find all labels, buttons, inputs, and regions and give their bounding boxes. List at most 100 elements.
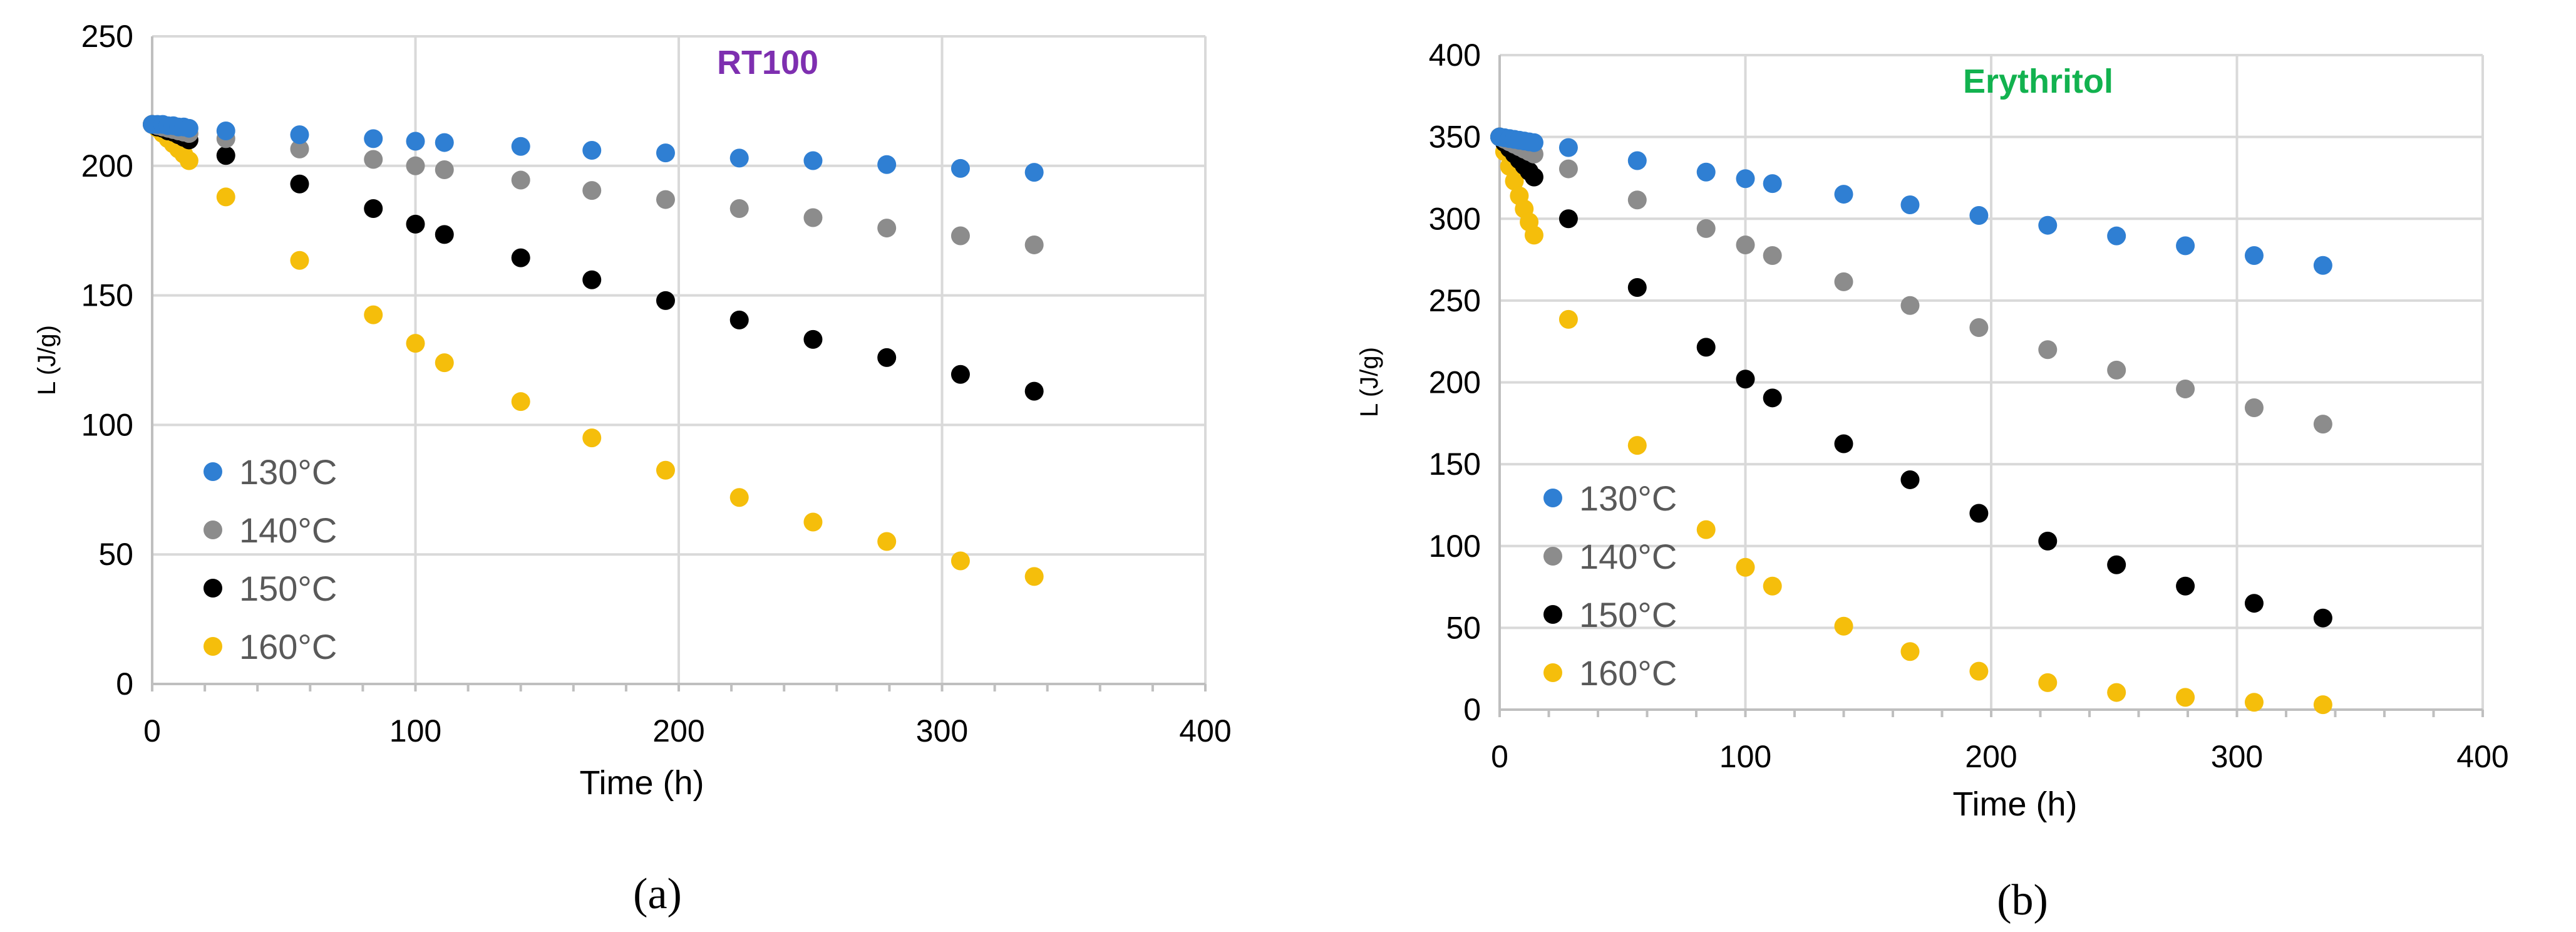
legend-marker [1543, 663, 1562, 682]
y-tick-label: 200 [81, 148, 133, 184]
x-tick-label: 400 [1179, 713, 1231, 748]
data-point [179, 151, 198, 170]
data-point [803, 512, 823, 532]
data-point [1736, 557, 1755, 577]
legend-label: 130°C [239, 452, 337, 492]
data-point [2176, 379, 2195, 398]
legend-label: 160°C [1579, 653, 1677, 693]
data-point [1524, 133, 1543, 152]
legend-marker [204, 520, 222, 539]
data-point [2038, 673, 2058, 692]
data-point [877, 219, 897, 238]
data-point [1627, 436, 1647, 455]
series-150c [1490, 127, 2332, 628]
data-point [1834, 272, 1853, 291]
y-tick-label: 0 [1463, 692, 1481, 727]
data-point [1736, 169, 1755, 189]
data-point [1834, 616, 1853, 636]
data-point [216, 146, 235, 165]
data-point [729, 199, 749, 219]
y-tick-label: 100 [1429, 529, 1481, 564]
data-point [2244, 398, 2264, 417]
series-130c [1490, 127, 2332, 275]
data-point [1558, 309, 1578, 329]
chart-title: Erythritol [1963, 63, 2113, 100]
data-point [364, 150, 383, 169]
data-point [511, 248, 530, 267]
data-point [435, 160, 454, 180]
data-point [877, 532, 897, 551]
chart-title: RT100 [717, 44, 818, 81]
data-point [511, 137, 530, 156]
data-point [406, 156, 425, 175]
data-point [2313, 256, 2332, 275]
data-point [1969, 206, 1989, 225]
legend-marker [1543, 605, 1562, 624]
data-point [803, 208, 823, 227]
data-point [2313, 695, 2332, 715]
data-point [1736, 236, 1755, 255]
data-point [1834, 434, 1853, 453]
series-130c [143, 115, 1044, 182]
data-point [1900, 195, 1920, 215]
series-140c [143, 115, 1044, 254]
y-tick-label: 250 [81, 19, 133, 54]
series-140c [1490, 127, 2332, 434]
data-point [1024, 235, 1044, 254]
data-point [1024, 163, 1044, 182]
data-point [2176, 236, 2195, 256]
data-point [951, 551, 970, 571]
data-point [582, 270, 602, 289]
x-tick-label: 200 [652, 713, 704, 748]
legend-label: 150°C [239, 569, 337, 608]
data-point [656, 460, 675, 480]
data-point [2038, 340, 2058, 360]
x-tick-label: 300 [916, 713, 968, 748]
data-point [1558, 209, 1578, 229]
data-point [1969, 318, 1989, 337]
x-axis-label: Time (h) [1953, 785, 2078, 823]
data-point [1969, 504, 1989, 523]
y-axis-label: L (J/g) [1356, 347, 1383, 417]
legend-label: 140°C [1579, 537, 1677, 576]
data-point [1763, 246, 1782, 266]
x-tick-label: 400 [2456, 739, 2508, 774]
y-tick-label: 50 [98, 537, 133, 572]
data-point [406, 334, 425, 353]
data-point [364, 305, 383, 324]
data-point [290, 125, 309, 145]
data-point [2038, 531, 2058, 551]
data-point [179, 118, 198, 138]
data-point [2313, 415, 2332, 434]
data-point [656, 143, 675, 163]
data-point [290, 174, 309, 194]
data-point [1627, 151, 1647, 170]
data-point [435, 225, 454, 244]
data-point [364, 129, 383, 148]
data-point [2038, 215, 2058, 235]
data-point [951, 365, 970, 384]
data-point [729, 148, 749, 168]
data-point [1627, 190, 1647, 210]
data-point [2313, 608, 2332, 628]
x-axis-label: Time (h) [580, 764, 704, 802]
legend-marker [1543, 489, 1562, 507]
data-point [1024, 567, 1044, 586]
data-point [216, 187, 235, 207]
data-point [1763, 576, 1782, 596]
chart-b-erythritol: 0 50 100 150 200 250 300 350 400 0 100 200 300 400 Ery… [1356, 38, 2509, 924]
legend-marker [204, 579, 222, 598]
x-tick-label: 0 [143, 713, 161, 748]
data-point [1900, 642, 1920, 661]
legend-marker [1543, 547, 1562, 566]
data-point [2176, 688, 2195, 707]
data-point [1900, 296, 1920, 315]
data-point [435, 353, 454, 373]
series-160c [1490, 127, 2332, 715]
x-tick-label: 100 [1719, 739, 1771, 774]
y-tick-label: 0 [116, 666, 133, 702]
data-point [290, 139, 309, 158]
x-tick-label: 200 [1965, 739, 2017, 774]
legend-label: 130°C [1579, 479, 1677, 518]
